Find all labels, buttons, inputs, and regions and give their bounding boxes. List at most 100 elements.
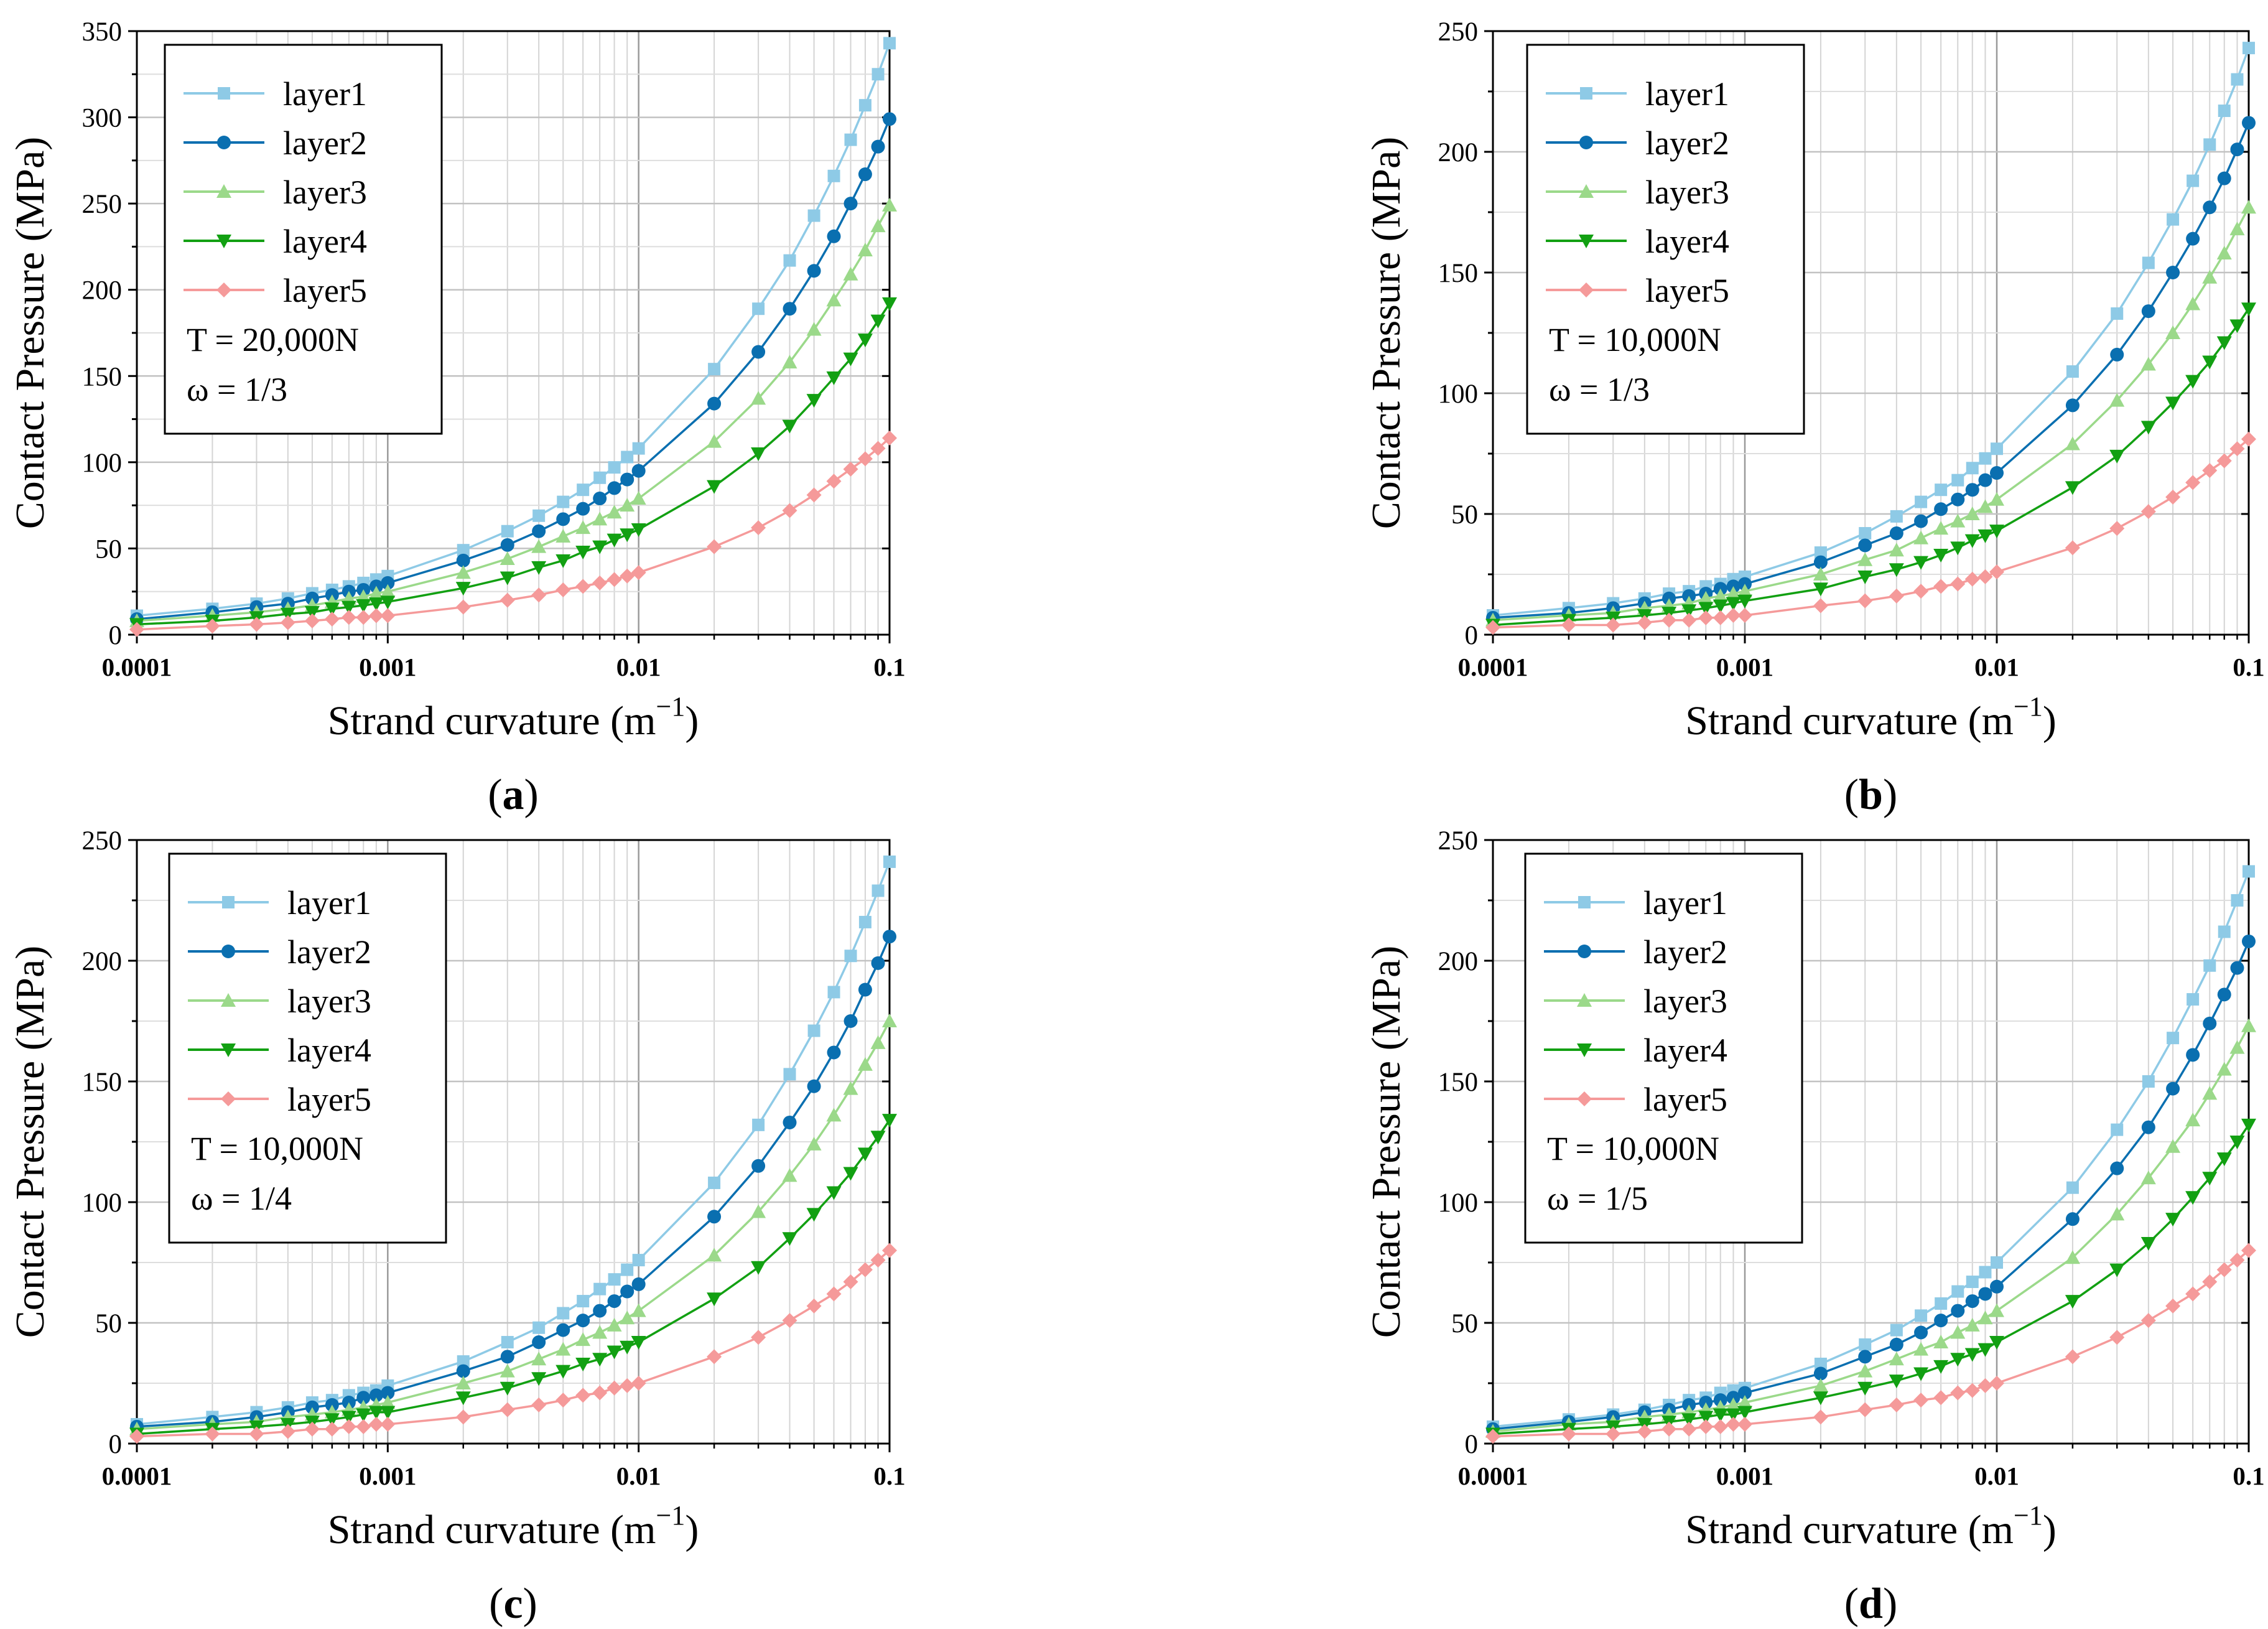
x-tick-label: 0.1 <box>2233 1462 2264 1490</box>
data-point-layer4 <box>1950 1353 1966 1367</box>
x-tick-label: 0.001 <box>359 653 416 681</box>
data-point-layer3 <box>380 584 396 598</box>
data-point-layer1 <box>1814 546 1827 559</box>
x-axis-label-superscript: −1 <box>656 1500 686 1531</box>
series-line-layer4 <box>1492 1124 2250 1435</box>
data-point-layer2 <box>593 1304 607 1318</box>
data-point-layer3 <box>843 266 858 281</box>
annotation-tension: T = 10,000N <box>191 1130 363 1167</box>
panel-caption: (a) <box>488 771 539 819</box>
data-point-layer5 <box>870 441 886 456</box>
data-point-layer5 <box>843 1274 858 1290</box>
data-point-layer1 <box>858 99 871 112</box>
data-point-layer5 <box>2229 441 2245 457</box>
data-point-layer5 <box>620 1378 635 1393</box>
caption-close: ) <box>1883 771 1897 819</box>
x-tick-label: 0.1 <box>2233 653 2264 681</box>
data-point-layer1 <box>608 1273 621 1286</box>
data-point-layer3 <box>2229 222 2245 236</box>
caption-open: ( <box>1844 1580 1859 1628</box>
data-point-layer3 <box>575 1332 591 1347</box>
annotation-tension: T = 10,000N <box>1547 1130 1719 1167</box>
y-tick-label: 50 <box>95 534 122 564</box>
data-point-layer4 <box>356 1408 371 1422</box>
data-point-layer5 <box>2165 489 2181 505</box>
series-layer4 <box>1485 302 2256 633</box>
legend: layer1 layer2 layer3 layer4 layer5 T = 10,000… <box>168 852 447 1244</box>
data-point-layer3 <box>380 1395 396 1409</box>
data-point-layer5 <box>249 1426 264 1442</box>
data-point-layer3 <box>2241 1018 2256 1032</box>
data-point-layer5 <box>1889 1397 1904 1412</box>
legend: layer1 layer2 layer3 layer4 layer5 T = 20,000… <box>164 44 443 435</box>
y-tick-label: 150 <box>82 362 123 391</box>
data-point-layer3 <box>1933 521 1949 535</box>
panel-caption: (d) <box>1844 1580 1898 1628</box>
data-point-layer2 <box>556 1323 570 1337</box>
y-axis-label: Contact Pressure (MPa) <box>7 137 53 530</box>
data-point-layer2 <box>500 1350 514 1364</box>
data-point-layer4 <box>1989 1336 2004 1350</box>
legend-marker-layer3 <box>221 993 236 1007</box>
series-line-layer1 <box>136 861 891 1426</box>
data-point-layer2 <box>532 1335 546 1350</box>
data-point-layer5 <box>707 539 722 554</box>
data-point-layer4 <box>620 1340 635 1355</box>
data-point-layer1 <box>2203 138 2216 151</box>
x-axis-label-main: Strand curvature (m <box>1685 698 2014 744</box>
legend-marker-layer5 <box>221 1091 236 1106</box>
data-point-layer4 <box>2185 375 2201 389</box>
data-point-layer2 <box>858 983 872 997</box>
data-point-layer5 <box>1950 576 1966 592</box>
data-point-layer1 <box>2218 925 2231 938</box>
data-point-layer4 <box>575 1357 591 1371</box>
data-point-layer4 <box>1913 1367 1929 1381</box>
data-point-layer5 <box>1857 593 1873 609</box>
data-point-layer3 <box>2202 269 2218 284</box>
data-point-layer4 <box>2216 1152 2232 1167</box>
data-point-layer5 <box>631 565 646 581</box>
series-layer2 <box>130 112 896 627</box>
data-point-layer1 <box>2242 865 2255 878</box>
data-point-layer4 <box>531 561 547 575</box>
data-point-layer3 <box>2185 1113 2201 1127</box>
data-point-layer4 <box>1857 1381 1873 1396</box>
data-point-layer3 <box>1698 590 1714 605</box>
data-point-layer3 <box>1713 588 1728 602</box>
data-point-layer1 <box>827 986 840 999</box>
data-point-layer1 <box>2142 256 2155 269</box>
data-point-layer5 <box>2165 1298 2181 1314</box>
legend-label-layer2: layer2 <box>1645 124 1729 162</box>
data-point-layer5 <box>205 1426 220 1442</box>
x-tick-label: 0.01 <box>1974 1462 2019 1490</box>
data-point-layer3 <box>631 1303 646 1317</box>
legend-marker-layer2 <box>217 136 231 149</box>
y-axis-label: Contact Pressure (MPa) <box>1364 946 1409 1338</box>
data-point-layer1 <box>1991 442 2003 455</box>
data-point-layer2 <box>1978 473 1992 487</box>
y-tick-label: 100 <box>82 449 123 478</box>
data-point-layer2 <box>631 464 646 478</box>
data-point-layer5 <box>1989 1376 2004 1391</box>
data-point-layer4 <box>2165 396 2181 411</box>
legend-label-layer3: layer3 <box>1645 174 1729 211</box>
data-point-layer4 <box>368 1406 384 1420</box>
data-point-layer2 <box>593 492 607 506</box>
x-tick-label: 0.0001 <box>1458 653 1528 681</box>
series-line-layer1 <box>136 42 891 617</box>
data-point-layer4 <box>2065 481 2080 495</box>
data-point-layer3 <box>531 539 547 553</box>
data-point-layer3 <box>782 355 797 369</box>
data-point-layer2 <box>456 553 470 567</box>
y-tick-label: 100 <box>1438 380 1479 409</box>
legend-label-layer5: layer5 <box>287 1081 371 1118</box>
data-point-layer3 <box>2109 393 2125 407</box>
data-point-layer5 <box>1889 588 1904 604</box>
data-point-layer4 <box>368 597 384 612</box>
data-point-layer5 <box>1713 1419 1728 1434</box>
data-point-layer4 <box>555 1365 571 1379</box>
y-tick-label: 50 <box>1451 500 1478 530</box>
data-point-layer3 <box>607 1317 622 1332</box>
legend-box <box>164 44 443 435</box>
data-point-layer5 <box>304 613 320 628</box>
